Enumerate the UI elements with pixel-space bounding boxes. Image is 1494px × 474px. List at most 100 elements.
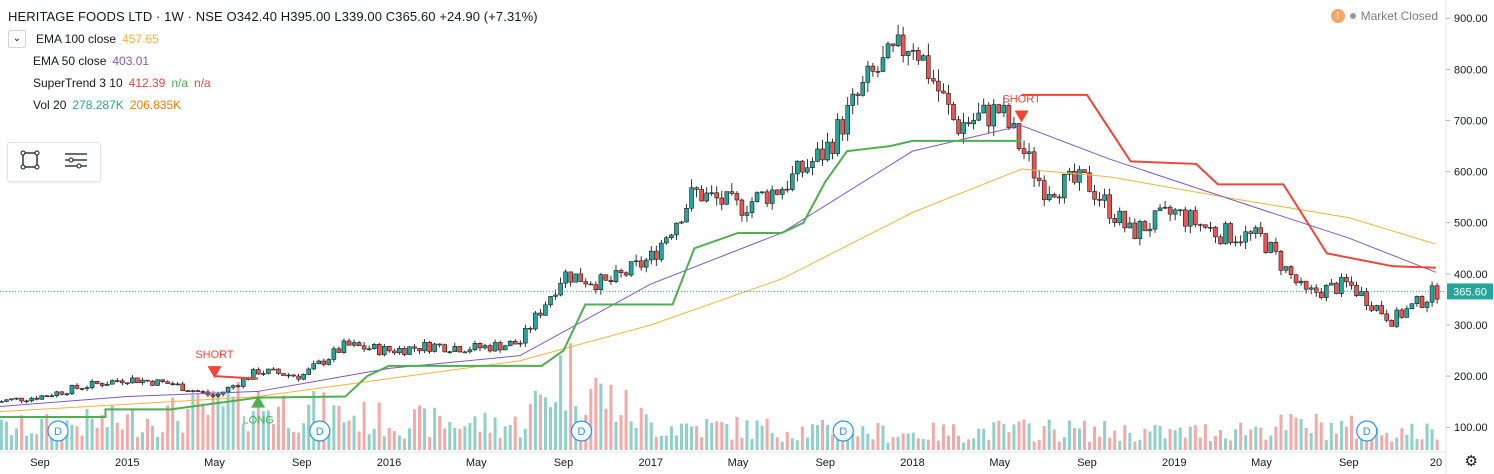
volume-bar xyxy=(1158,425,1162,450)
candle-body xyxy=(1041,180,1047,201)
volume-bar xyxy=(1435,439,1439,450)
volume-bar xyxy=(639,407,643,450)
volume-bar xyxy=(322,392,326,450)
candle-body xyxy=(1142,221,1148,232)
candle-body xyxy=(266,368,271,374)
status-dot-icon xyxy=(1349,13,1356,19)
candle-body xyxy=(623,272,629,276)
candle-body xyxy=(825,141,830,161)
y-tick-label: 900.00 xyxy=(1454,13,1488,25)
volume-bar xyxy=(1380,435,1384,450)
x-tick-label: Sep xyxy=(554,457,574,469)
volume-bar xyxy=(1088,441,1092,450)
dividend-label: D xyxy=(839,426,847,438)
candle-body xyxy=(34,397,39,400)
dividend-marker-icon[interactable]: D xyxy=(309,420,331,442)
volume-bar xyxy=(1314,413,1318,450)
candle-body xyxy=(659,242,664,260)
settings-list-icon[interactable] xyxy=(63,149,89,176)
market-status-label: Market Closed xyxy=(1360,9,1438,23)
candle-body xyxy=(956,119,961,134)
candle-body xyxy=(890,43,896,47)
volume-bar xyxy=(1213,435,1217,450)
candle-body xyxy=(351,342,357,346)
candle-body xyxy=(1258,227,1264,234)
volume-bar xyxy=(836,438,840,450)
candle-body xyxy=(739,199,745,216)
dividend-marker-icon[interactable]: D xyxy=(570,420,593,442)
rectangle-tool-icon[interactable] xyxy=(19,149,41,176)
indicator-name: EMA 50 close xyxy=(33,54,107,68)
candle-body xyxy=(4,399,9,402)
volume-bar xyxy=(810,424,814,450)
volume-bar xyxy=(1108,437,1112,450)
candle-body xyxy=(1182,209,1188,227)
volume-bar xyxy=(977,428,981,450)
candle-body xyxy=(553,294,558,297)
ohlc-low: L339.00 xyxy=(334,9,383,24)
volume-bar xyxy=(1224,438,1228,450)
volume-bar xyxy=(1415,438,1419,450)
volume-bar xyxy=(604,408,608,450)
dividend-circle xyxy=(1356,420,1378,442)
candle-body xyxy=(643,259,649,268)
dividend-marker-icon[interactable]: D xyxy=(832,420,854,442)
candle-body xyxy=(1112,218,1117,223)
candle-body xyxy=(1233,241,1238,244)
candle-body xyxy=(1318,292,1324,298)
candle-body xyxy=(185,390,191,392)
volume-bar xyxy=(881,425,885,450)
candle-body xyxy=(64,393,70,396)
market-status[interactable]: ! Market Closed xyxy=(1330,9,1438,23)
candle-body xyxy=(341,340,347,353)
volume-bar xyxy=(941,424,945,450)
candle-body xyxy=(442,344,447,353)
gear-icon[interactable]: ⚙ xyxy=(1464,453,1478,470)
x-tick-label: Sep xyxy=(30,457,50,469)
candle-body xyxy=(1268,242,1274,253)
candle-body xyxy=(271,368,276,371)
candle-body xyxy=(805,167,810,173)
dividend-marker-icon[interactable]: D xyxy=(47,420,69,442)
candle-body xyxy=(512,341,518,345)
volume-bar xyxy=(896,436,900,450)
volume-bar xyxy=(226,394,230,450)
x-tick-label: May xyxy=(204,457,225,469)
candle-body xyxy=(175,383,180,386)
candle-body xyxy=(1057,196,1062,199)
indicator-ema50[interactable]: EMA 50 close 403.01 xyxy=(8,50,538,72)
indicator-volume[interactable]: Vol 20 278.287K 206.835K xyxy=(8,94,538,116)
y-tick-label: 500.00 xyxy=(1454,218,1488,230)
candle-body xyxy=(583,281,589,285)
volume-bar xyxy=(438,415,442,450)
candle-body xyxy=(1162,206,1168,209)
x-tick-label: Sep xyxy=(292,457,312,469)
candle-body xyxy=(593,284,599,291)
candle-body xyxy=(649,250,654,261)
volume-bar xyxy=(221,406,225,450)
volume-bar xyxy=(528,403,532,450)
volume-bar xyxy=(1234,429,1238,450)
candle-body xyxy=(931,78,936,82)
indicator-ema100[interactable]: ⌄ EMA 100 close 457.65 xyxy=(8,28,538,50)
volume-bar xyxy=(861,425,865,450)
volume-bar xyxy=(125,414,129,450)
candle-body xyxy=(19,397,24,402)
candle-body xyxy=(1419,296,1425,308)
volume-bar xyxy=(493,417,497,450)
collapse-legend-button[interactable]: ⌄ xyxy=(8,30,26,48)
candle-body xyxy=(1263,233,1269,253)
current-price-label: 365.60 xyxy=(1453,286,1487,298)
indicator-supertrend[interactable]: SuperTrend 3 10 412.39 n/a n/a xyxy=(8,72,538,94)
candle-body xyxy=(724,191,730,205)
candle-body xyxy=(910,50,916,52)
volume-bar xyxy=(871,439,875,450)
candle-body xyxy=(1137,221,1143,239)
volume-bar xyxy=(312,391,316,450)
indicator-value: 206.835K xyxy=(129,98,182,112)
dividend-circle xyxy=(570,420,593,442)
volume-bar xyxy=(1143,428,1147,450)
dividend-marker-icon[interactable]: D xyxy=(1356,420,1378,442)
volume-bar xyxy=(906,433,910,450)
